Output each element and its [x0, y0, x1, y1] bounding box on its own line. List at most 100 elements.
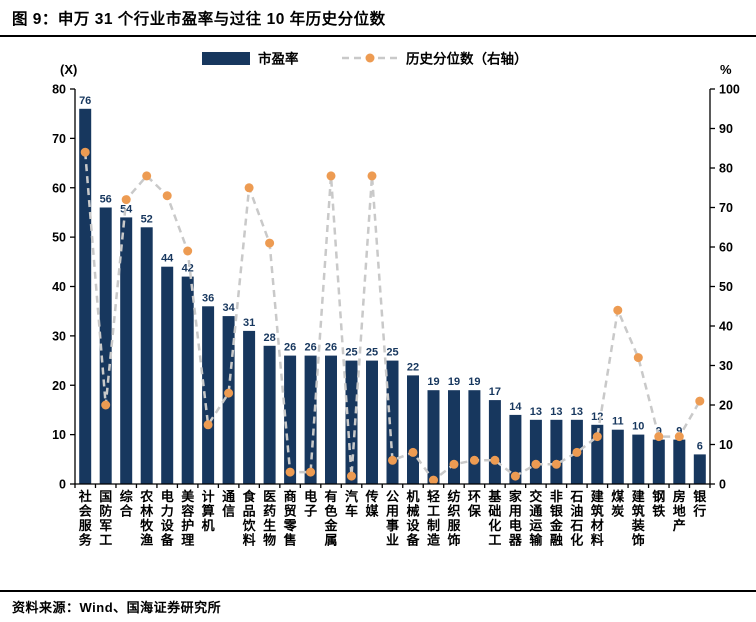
legend-bar-swatch [202, 52, 250, 65]
pe-bar [407, 375, 419, 484]
figure-title: 图 9：申万 31 个行业市盈率与过往 10 年历史分位数 [0, 0, 756, 37]
pe-bar [509, 414, 522, 484]
right-tick-label: 10 [719, 438, 733, 452]
percentile-dot [469, 455, 479, 465]
category-label: 建筑材料 [591, 489, 604, 548]
pe-value-label: 19 [468, 376, 480, 388]
pe-value-label: 26 [304, 342, 316, 354]
pe-value-label: 44 [161, 253, 174, 265]
pe-bar [632, 434, 645, 484]
percentile-dot [531, 459, 541, 469]
legend-bar-label: 市盈率 [258, 51, 299, 67]
pe-value-label: 13 [530, 406, 542, 418]
category-label: 钢铁 [651, 489, 665, 519]
pe-bar [202, 306, 215, 485]
percentile-dot [142, 171, 152, 181]
pe-bar [448, 390, 460, 484]
right-tick-label: 0 [719, 478, 726, 492]
right-tick-label: 50 [719, 280, 733, 294]
category-label: 基础化工 [487, 489, 502, 548]
pe-value-label: 26 [325, 342, 337, 354]
percentile-dot [388, 455, 397, 465]
left-tick-label: 70 [52, 132, 66, 146]
percentile-dot [224, 388, 234, 398]
pe-bar [386, 360, 399, 484]
right-tick-label: 70 [719, 201, 733, 215]
pe-value-label: 28 [263, 332, 275, 344]
pe-value-label: 56 [100, 194, 112, 206]
plot-area: 0 10 20 30 40 50 60 70 80 0 10 20 30 40 50 60 70 80 90 100 7… [52, 83, 740, 548]
percentile-dot [490, 455, 500, 465]
pe-bar [673, 439, 686, 484]
pe-value-label: 42 [182, 263, 194, 275]
pe-value-label: 10 [632, 421, 644, 433]
pe-value-label: 54 [120, 203, 133, 215]
percentile-dot [695, 396, 705, 406]
pe-value-label: 36 [202, 292, 214, 304]
category-label: 轻工制造 [427, 489, 441, 548]
percentile-dot [285, 467, 295, 477]
legend: 市盈率 历史分位数（右轴） [202, 51, 528, 67]
left-tick-label: 10 [52, 428, 66, 442]
pe-bar [427, 390, 440, 484]
percentile-dot [449, 459, 459, 469]
category-label: 美容护理 [180, 489, 195, 548]
chart: 市盈率 历史分位数（右轴） (X) % 0 10 20 30 40 50 60 70 80 0 10… [0, 37, 756, 590]
pe-value-label: 76 [79, 95, 91, 107]
category-label: 公用事业 [385, 489, 399, 548]
pe-value-label: 6 [697, 440, 703, 452]
source-text: 资料来源：Wind、国海证券研究所 [12, 600, 222, 615]
category-label: 房地产 [673, 489, 686, 533]
category-label: 纺织服饰 [447, 489, 461, 548]
category-label: 电力设备 [160, 489, 175, 548]
percentile-dot [80, 147, 90, 157]
category-label: 银行 [692, 489, 707, 519]
left-tick-label: 40 [52, 280, 66, 294]
source-note: 资料来源：Wind、国海证券研究所 [0, 590, 756, 622]
percentile-dot [326, 171, 336, 181]
percentile-dot [613, 305, 623, 315]
category-label: 家用电器 [508, 489, 523, 548]
pe-bar [652, 439, 665, 484]
pe-value-label: 22 [407, 361, 419, 373]
right-tick-label: 100 [719, 83, 740, 97]
percentile-dot [306, 467, 316, 477]
pe-value-label: 52 [141, 213, 153, 225]
pe-value-label: 9 [656, 426, 662, 438]
pe-bar [325, 355, 337, 484]
pe-bar [345, 360, 358, 484]
pe-value-label: 25 [386, 347, 398, 359]
pe-bar [529, 419, 542, 484]
left-tick-label: 80 [52, 83, 66, 97]
pe-value-label: 25 [366, 347, 378, 359]
left-tick-label: 20 [52, 379, 66, 393]
category-label: 电子 [304, 489, 317, 519]
pe-bar [366, 360, 378, 484]
pe-bar [120, 217, 133, 484]
category-label: 医药生物 [263, 489, 276, 548]
pe-value-label: 11 [612, 416, 624, 428]
pe-bar [284, 355, 297, 484]
right-tick-label: 90 [719, 122, 733, 136]
percentile-dot [244, 183, 254, 193]
pe-value-label: 14 [509, 401, 522, 413]
percentile-dot [347, 471, 356, 481]
right-tick-label: 60 [719, 241, 733, 255]
pe-bar [611, 429, 624, 484]
pe-value-label: 26 [284, 342, 296, 354]
left-tick-label: 50 [52, 231, 66, 245]
right-tick-label: 80 [719, 162, 733, 176]
category-label: 通信 [222, 489, 235, 519]
pe-value-label: 13 [550, 406, 562, 418]
percentile-dot [203, 420, 213, 430]
percentile-dot [121, 195, 131, 205]
pe-bar [488, 400, 501, 484]
pe-percentile-chart: 市盈率 历史分位数（右轴） (X) % 0 10 20 30 40 50 60 70 80 0 10… [52, 51, 740, 548]
percentile-dot [592, 432, 602, 442]
pe-value-label: 19 [448, 376, 460, 388]
category-label: 社会服务 [78, 489, 93, 548]
pe-bar [693, 454, 706, 484]
right-axis-unit-label: % [720, 62, 732, 77]
legend-line-label: 历史分位数（右轴） [406, 51, 528, 67]
